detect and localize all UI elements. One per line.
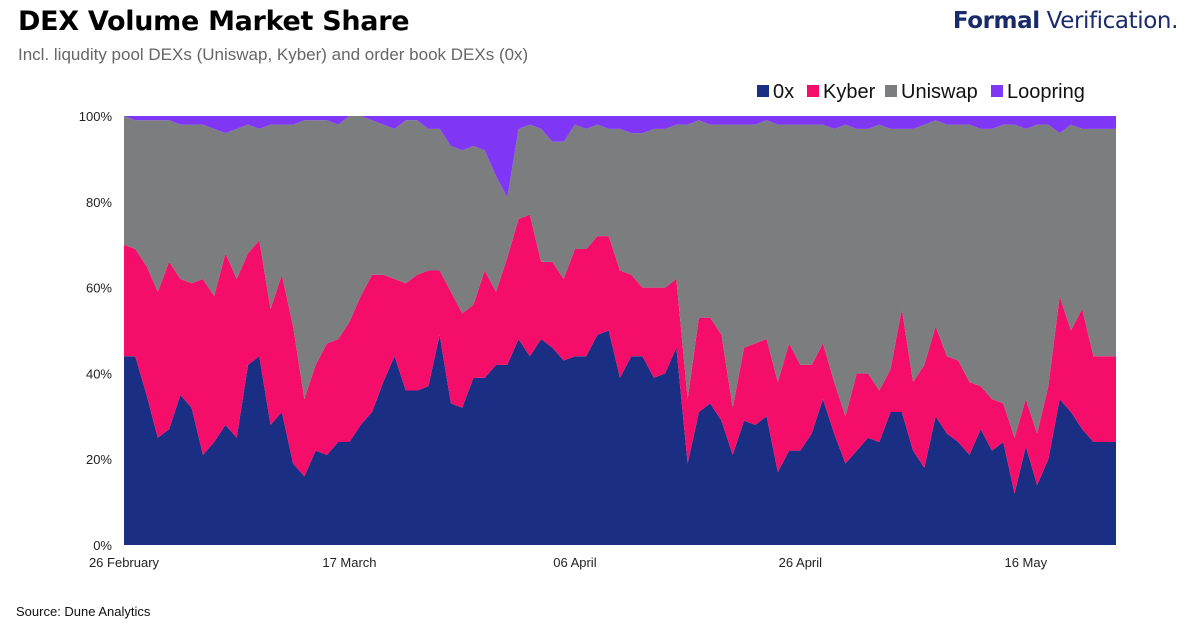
legend-swatch-loopring <box>991 85 1003 97</box>
chart-legend: 0x Kyber Uniswap Loopring <box>757 81 1085 103</box>
x-tick-label: 17 March <box>322 555 376 570</box>
brand-logo-strong: Formal <box>952 8 1040 34</box>
x-tick-label: 16 May <box>1004 555 1047 570</box>
chart-areas <box>124 116 1116 545</box>
legend-swatch-0x <box>757 85 769 97</box>
legend-swatch-kyber <box>807 85 819 97</box>
area-uniswap <box>124 116 1116 438</box>
y-tick-label: 60% <box>86 281 112 296</box>
y-tick-label: 20% <box>86 452 112 467</box>
legend-label-loopring: Loopring <box>1007 81 1085 103</box>
x-tick-label: 26 April <box>779 555 822 570</box>
chart-axes: 0% 20% 40% 60% 80% 100% 26 February 17 March 06 … <box>79 109 1048 570</box>
brand-logo-rest: Verification. <box>1039 8 1179 34</box>
legend-label-0x: 0x <box>773 81 794 103</box>
chart-subtitle: Incl. liqudity pool DEXs (Uniswap, Kyber… <box>18 45 529 64</box>
x-tick-label: 06 April <box>553 555 596 570</box>
y-tick-label: 80% <box>86 195 112 210</box>
area-kyber <box>124 214 1116 494</box>
area-loopring <box>124 116 1116 198</box>
y-tick-label: 100% <box>79 109 113 124</box>
y-tick-label: 40% <box>86 366 112 381</box>
legend-swatch-uniswap <box>885 85 897 97</box>
x-tick-label: 26 February <box>89 555 160 570</box>
legend-label-uniswap: Uniswap <box>901 81 978 103</box>
brand-logo: Formal Verification. <box>952 8 1179 34</box>
source-note: Source: Dune Analytics <box>16 604 151 619</box>
area-0x <box>124 330 1116 545</box>
chart-title: DEX Volume Market Share <box>18 6 410 37</box>
legend-label-kyber: Kyber <box>823 81 876 103</box>
y-tick-label: 0% <box>93 538 112 553</box>
